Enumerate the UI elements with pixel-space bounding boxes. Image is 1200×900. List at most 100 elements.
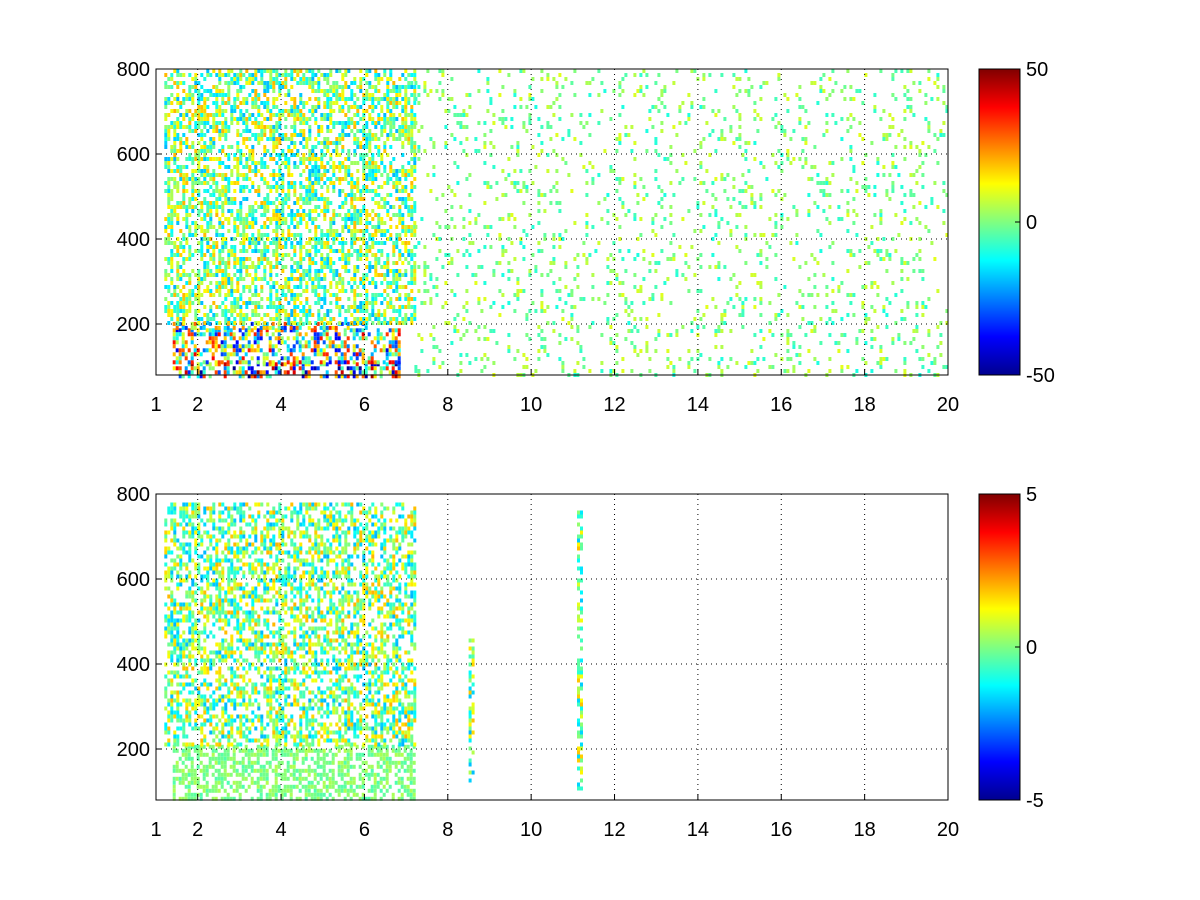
heatmap-cell [774, 97, 778, 101]
heatmap-cell [272, 157, 276, 161]
heatmap-cell [540, 329, 544, 333]
heatmap-cell [528, 337, 532, 341]
heatmap-cell [245, 77, 249, 81]
heatmap-cell [504, 249, 508, 253]
heatmap-cell [720, 217, 724, 221]
heatmap-cell [341, 137, 345, 141]
heatmap-cell [209, 205, 213, 209]
heatmap-cell [786, 337, 790, 341]
heatmap-cell [738, 89, 742, 93]
heatmap-cell [221, 281, 225, 285]
heatmap-cell [365, 289, 369, 293]
heatmap-cell [630, 369, 634, 373]
heatmap-cell [293, 317, 297, 321]
heatmap-cell [253, 370, 257, 375]
heatmap-cell [516, 349, 520, 353]
heatmap-cell [846, 117, 850, 121]
heatmap-cell [209, 157, 213, 161]
heatmap-cell [232, 336, 236, 341]
heatmap-cell [323, 277, 327, 281]
heatmap-cell [329, 321, 333, 325]
heatmap-cell [368, 261, 372, 265]
heatmap-cell [579, 113, 583, 117]
heatmap-cell [241, 360, 245, 365]
heatmap-cell [347, 165, 351, 169]
heatmap-cell [260, 121, 264, 125]
heatmap-cell [185, 209, 189, 213]
heatmap-cell [398, 129, 402, 133]
heatmap-cell [392, 289, 396, 293]
heatmap-cell [176, 313, 180, 317]
heatmap-cell [317, 89, 321, 93]
heatmap-cell [846, 69, 850, 73]
heatmap-cell [492, 113, 496, 117]
heatmap-cell [675, 329, 679, 333]
heatmap-cell [432, 361, 436, 365]
heatmap-cell [215, 101, 219, 105]
heatmap-cell [377, 217, 381, 221]
heatmap-cell [293, 313, 297, 317]
heatmap-cell [570, 289, 574, 293]
heatmap-cell [167, 169, 171, 173]
heatmap-cell [224, 321, 228, 325]
heatmap-cell [350, 213, 354, 217]
heatmap-cell [347, 229, 351, 233]
heatmap-cell [308, 309, 312, 313]
heatmap-cell [368, 189, 372, 193]
heatmap-cell [507, 333, 511, 337]
heatmap-cell [371, 117, 375, 121]
heatmap-cell [759, 97, 763, 101]
heatmap-cell [392, 205, 396, 209]
heatmap-cell [296, 73, 300, 77]
heatmap-cell [191, 269, 195, 273]
heatmap-cell [188, 301, 192, 305]
heatmap-cell [260, 297, 264, 301]
heatmap-cell [380, 221, 384, 225]
heatmap-cell [819, 189, 823, 193]
heatmap-cell [468, 321, 472, 325]
heatmap-cell [212, 253, 216, 257]
heatmap-cell [347, 305, 351, 309]
heatmap-cell [188, 109, 192, 113]
heatmap-cell [281, 153, 285, 157]
heatmap-cell [519, 289, 523, 293]
heatmap-cell [414, 81, 418, 85]
heatmap-cell [340, 356, 344, 361]
heatmap-cell [242, 189, 246, 193]
heatmap-cell [179, 145, 183, 149]
heatmap-cell [227, 317, 231, 321]
heatmap-cell [350, 177, 354, 181]
heatmap-cell [654, 233, 658, 237]
heatmap-cell [203, 77, 207, 81]
heatmap-cell [323, 245, 327, 249]
heatmap-cell [221, 101, 225, 105]
heatmap-cell [335, 229, 339, 233]
heatmap-cell [426, 69, 430, 73]
heatmap-cell [367, 366, 371, 371]
heatmap-cell [810, 329, 814, 333]
heatmap-cell [471, 241, 475, 245]
heatmap-cell [621, 105, 625, 109]
heatmap-cell [316, 340, 320, 345]
heatmap-cell [314, 121, 318, 125]
heatmap-cell [792, 345, 796, 349]
heatmap-cell [368, 281, 372, 285]
heatmap-cell [275, 225, 279, 229]
heatmap-cell [792, 257, 796, 261]
heatmap-cell [831, 301, 835, 305]
heatmap-cell [666, 365, 670, 369]
heatmap-cell [377, 221, 381, 225]
heatmap-cell [334, 332, 338, 337]
heatmap-cell [340, 344, 344, 349]
heatmap-cell [717, 277, 721, 281]
heatmap-cell [176, 73, 180, 77]
heatmap-cell [849, 85, 853, 89]
heatmap-cell [750, 185, 754, 189]
heatmap-cell [323, 93, 327, 97]
heatmap-cell [308, 173, 312, 177]
heatmap-cell [299, 245, 303, 249]
heatmap-cell [197, 225, 201, 229]
heatmap-cell [392, 173, 396, 177]
heatmap-cell [531, 97, 535, 101]
heatmap-cell [864, 361, 868, 365]
